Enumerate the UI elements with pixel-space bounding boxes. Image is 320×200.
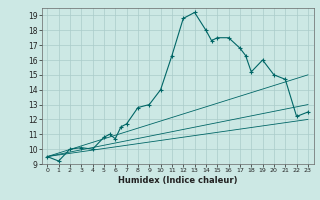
X-axis label: Humidex (Indice chaleur): Humidex (Indice chaleur) [118, 176, 237, 185]
